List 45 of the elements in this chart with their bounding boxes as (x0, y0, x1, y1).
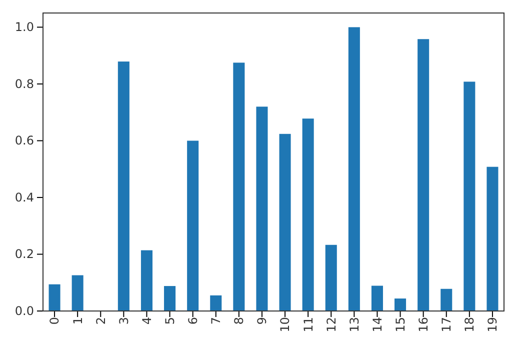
y-tick-label: 0.6 (14, 134, 34, 148)
x-tick-label: 4 (140, 317, 154, 325)
x-tick-label: 7 (209, 317, 224, 325)
y-tick-label: 0.4 (14, 190, 34, 204)
bar (140, 250, 152, 311)
x-tick-label: 17 (440, 317, 454, 332)
bar (371, 286, 383, 311)
bar (210, 295, 222, 311)
x-tick-label: 8 (232, 317, 246, 325)
bar (348, 27, 360, 311)
bar (256, 106, 268, 311)
bar (233, 62, 245, 311)
bar (164, 286, 176, 311)
y-tick-label: 0.0 (14, 304, 34, 318)
x-tick-label: 12 (324, 317, 338, 332)
x-tick-label: 19 (486, 317, 500, 332)
bar (486, 166, 498, 311)
y-tick-label: 0.8 (14, 76, 34, 91)
x-tick-label: 3 (116, 317, 131, 325)
x-tick-label: 18 (462, 317, 477, 332)
x-tick-label: 10 (278, 317, 292, 332)
x-tick-label: 1 (70, 317, 85, 325)
x-tick-label: 15 (393, 317, 408, 332)
bar (440, 288, 452, 311)
bar (464, 82, 476, 311)
y-tick-label: 1.0 (14, 20, 34, 34)
bar (118, 62, 130, 311)
bar (187, 140, 199, 311)
x-tick-label: 5 (162, 317, 177, 325)
x-tick-label: 0 (48, 317, 62, 325)
bar (418, 39, 430, 311)
x-tick-label: 16 (416, 317, 431, 332)
x-tick-label: 13 (347, 317, 362, 332)
bar (302, 118, 314, 311)
bar (72, 275, 84, 311)
x-tick-label: 2 (94, 317, 108, 325)
x-tick-label: 9 (255, 317, 270, 325)
x-tick-label: 6 (186, 317, 200, 325)
bar (325, 244, 337, 311)
bar (279, 134, 291, 311)
bar (394, 298, 406, 311)
y-tick-label: 0.2 (14, 247, 34, 262)
x-tick-label: 14 (370, 317, 384, 332)
bar (48, 284, 60, 311)
x-tick-label: 11 (301, 317, 316, 332)
